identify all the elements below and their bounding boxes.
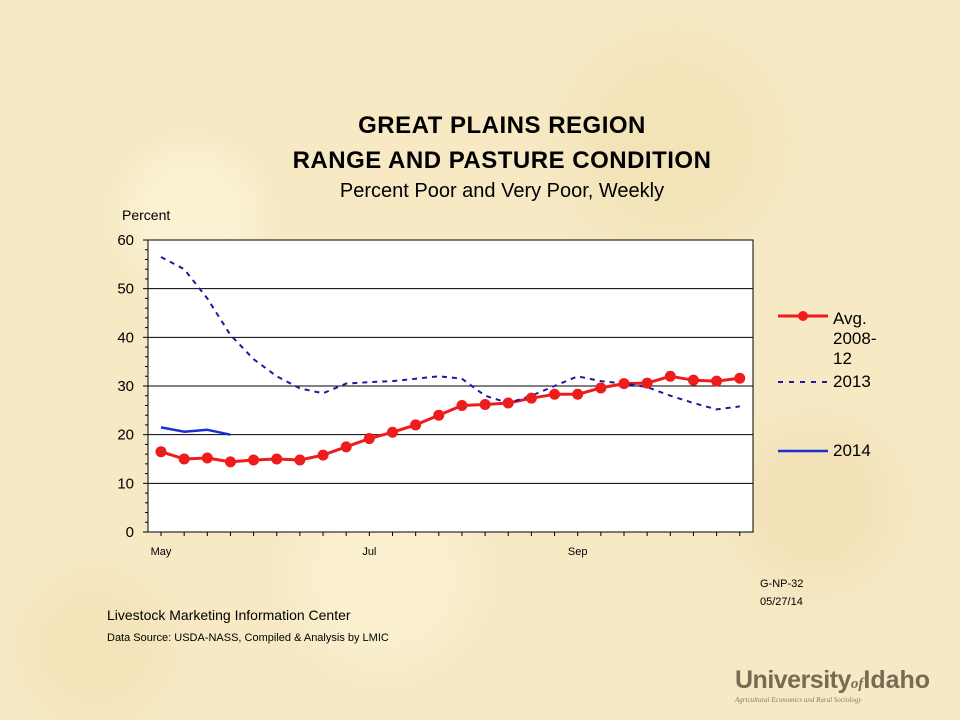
logo-university: University: [735, 666, 851, 694]
legend-label-2014: 2014: [833, 441, 871, 460]
series-line-2014: [160, 426, 231, 436]
data-point-avg: [711, 375, 723, 387]
legend-label-avg-line2: 2008-: [833, 329, 877, 348]
legend-label-avg: Avg. 2008- 12: [833, 309, 876, 369]
data-point-avg: [317, 449, 329, 461]
y-tick-label: 50: [117, 281, 134, 298]
organization-name: Livestock Marketing Information Center: [107, 607, 351, 623]
chart-date: 05/27/14: [760, 596, 803, 608]
data-source: Data Source: USDA-NASS, Compiled & Analy…: [107, 632, 389, 644]
logo-tagline: Agricultural Economics and Rural Sociolo…: [735, 696, 862, 704]
data-point-avg: [155, 446, 167, 458]
y-tick-label: 30: [117, 378, 134, 395]
x-tick-label: May: [151, 546, 172, 558]
data-point-avg: [641, 377, 653, 389]
data-point-avg: [664, 370, 676, 382]
chart-title-line1: GREAT PLAINS REGION: [358, 112, 646, 139]
logo-idaho: Idaho: [863, 666, 931, 694]
data-point-avg: [734, 372, 746, 384]
data-point-avg: [479, 398, 491, 410]
y-tick-label: 60: [117, 232, 134, 249]
data-point-avg: [502, 397, 514, 409]
chart-title-line2: RANGE AND PASTURE CONDITION: [292, 147, 712, 174]
data-point-avg: [525, 392, 537, 404]
y-tick-label: 40: [117, 329, 134, 346]
y-axis-label: Percent: [122, 207, 170, 223]
y-tick-label: 0: [126, 524, 134, 541]
logo-of: of: [850, 676, 864, 692]
data-point-avg: [549, 388, 561, 400]
data-point-avg: [572, 388, 584, 400]
data-point-avg: [687, 374, 699, 386]
x-tick-label: Sep: [568, 546, 588, 558]
university-logo: UniversityofIdaho Agricultural Economics…: [735, 666, 931, 704]
data-point-avg: [618, 378, 630, 390]
data-point-avg: [248, 454, 260, 466]
legend-marker: [798, 311, 808, 321]
data-point-avg: [387, 426, 398, 438]
data-point-avg: [456, 399, 468, 411]
data-point-avg: [363, 433, 375, 445]
data-point-avg: [340, 441, 352, 453]
data-point-avg: [224, 456, 236, 468]
legend-label-avg-line3: 12: [833, 349, 852, 368]
data-point-avg: [271, 453, 283, 465]
data-point-avg: [201, 452, 213, 464]
data-point-avg: [433, 409, 445, 421]
data-point-avg: [178, 453, 190, 465]
y-tick-label: 10: [117, 475, 134, 492]
chart-subtitle: Percent Poor and Very Poor, Weekly: [339, 180, 665, 202]
y-tick-label: 20: [117, 427, 134, 444]
data-point-avg: [410, 419, 422, 431]
data-point-avg: [595, 382, 607, 394]
x-tick-label: Jul: [362, 546, 376, 558]
legend-label-avg-line1: Avg.: [833, 309, 867, 328]
data-point-avg: [294, 454, 306, 466]
legend-label-2013: 2013: [833, 372, 871, 391]
chart-code: G-NP-32: [760, 578, 804, 590]
